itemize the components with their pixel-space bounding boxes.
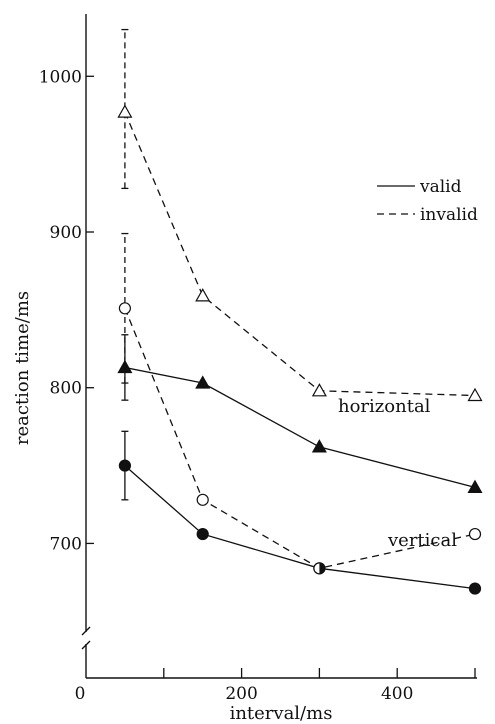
y-tick-label: 1000 xyxy=(39,67,82,87)
x-tick-label: 200 xyxy=(225,684,257,704)
data-point-horizontal-invalid xyxy=(117,104,133,118)
data-point-vertical-valid xyxy=(196,527,209,541)
series-lines xyxy=(124,111,476,590)
y-axis-break-mark xyxy=(81,626,91,636)
x-origin-label: 0 xyxy=(75,684,86,704)
y-tick-label: 800 xyxy=(50,379,82,399)
y-tick-label: 900 xyxy=(50,223,82,243)
axes: 700 800 900 1000 200 400 xyxy=(39,14,477,704)
legend-label-invalid: invalid xyxy=(420,205,478,225)
legend: valid invalid xyxy=(377,177,478,225)
data-markers xyxy=(117,104,483,595)
x-axis-label: interval/ms xyxy=(230,703,333,724)
annotation-horizontal: horizontal xyxy=(338,396,431,417)
data-point-half-fill xyxy=(319,562,325,574)
data-point-vertical-valid xyxy=(468,582,482,595)
data-point-vertical-valid xyxy=(118,459,132,472)
series-line-horizontal-invalid xyxy=(124,111,476,397)
series-line-vertical-valid xyxy=(124,465,476,590)
y-axis-break-mark xyxy=(81,640,91,650)
legend-label-valid: valid xyxy=(419,177,462,197)
data-point-horizontal-valid xyxy=(311,439,327,453)
data-point-horizontal-invalid xyxy=(467,387,483,402)
data-point-horizontal-invalid xyxy=(195,288,211,302)
data-point-horizontal-valid xyxy=(467,479,483,493)
data-point-horizontal-invalid xyxy=(311,383,327,397)
series-line-horizontal-valid xyxy=(124,366,476,489)
data-point-vertical-invalid xyxy=(118,302,132,315)
data-point-horizontal-valid xyxy=(195,375,211,389)
chart-labels: reaction time/ms interval/ms 0 valid inv… xyxy=(12,177,478,724)
error-bars xyxy=(121,28,129,501)
data-point-vertical-invalid xyxy=(468,527,482,541)
y-axis-label: reaction time/ms xyxy=(12,291,33,445)
x-tick-label: 400 xyxy=(381,684,413,704)
annotation-vertical: vertical xyxy=(387,530,457,551)
y-tick-label: 700 xyxy=(50,534,82,554)
data-point-horizontal-valid xyxy=(117,359,133,374)
data-point-vertical-invalid xyxy=(196,493,209,506)
series-line-vertical-invalid xyxy=(124,308,476,569)
